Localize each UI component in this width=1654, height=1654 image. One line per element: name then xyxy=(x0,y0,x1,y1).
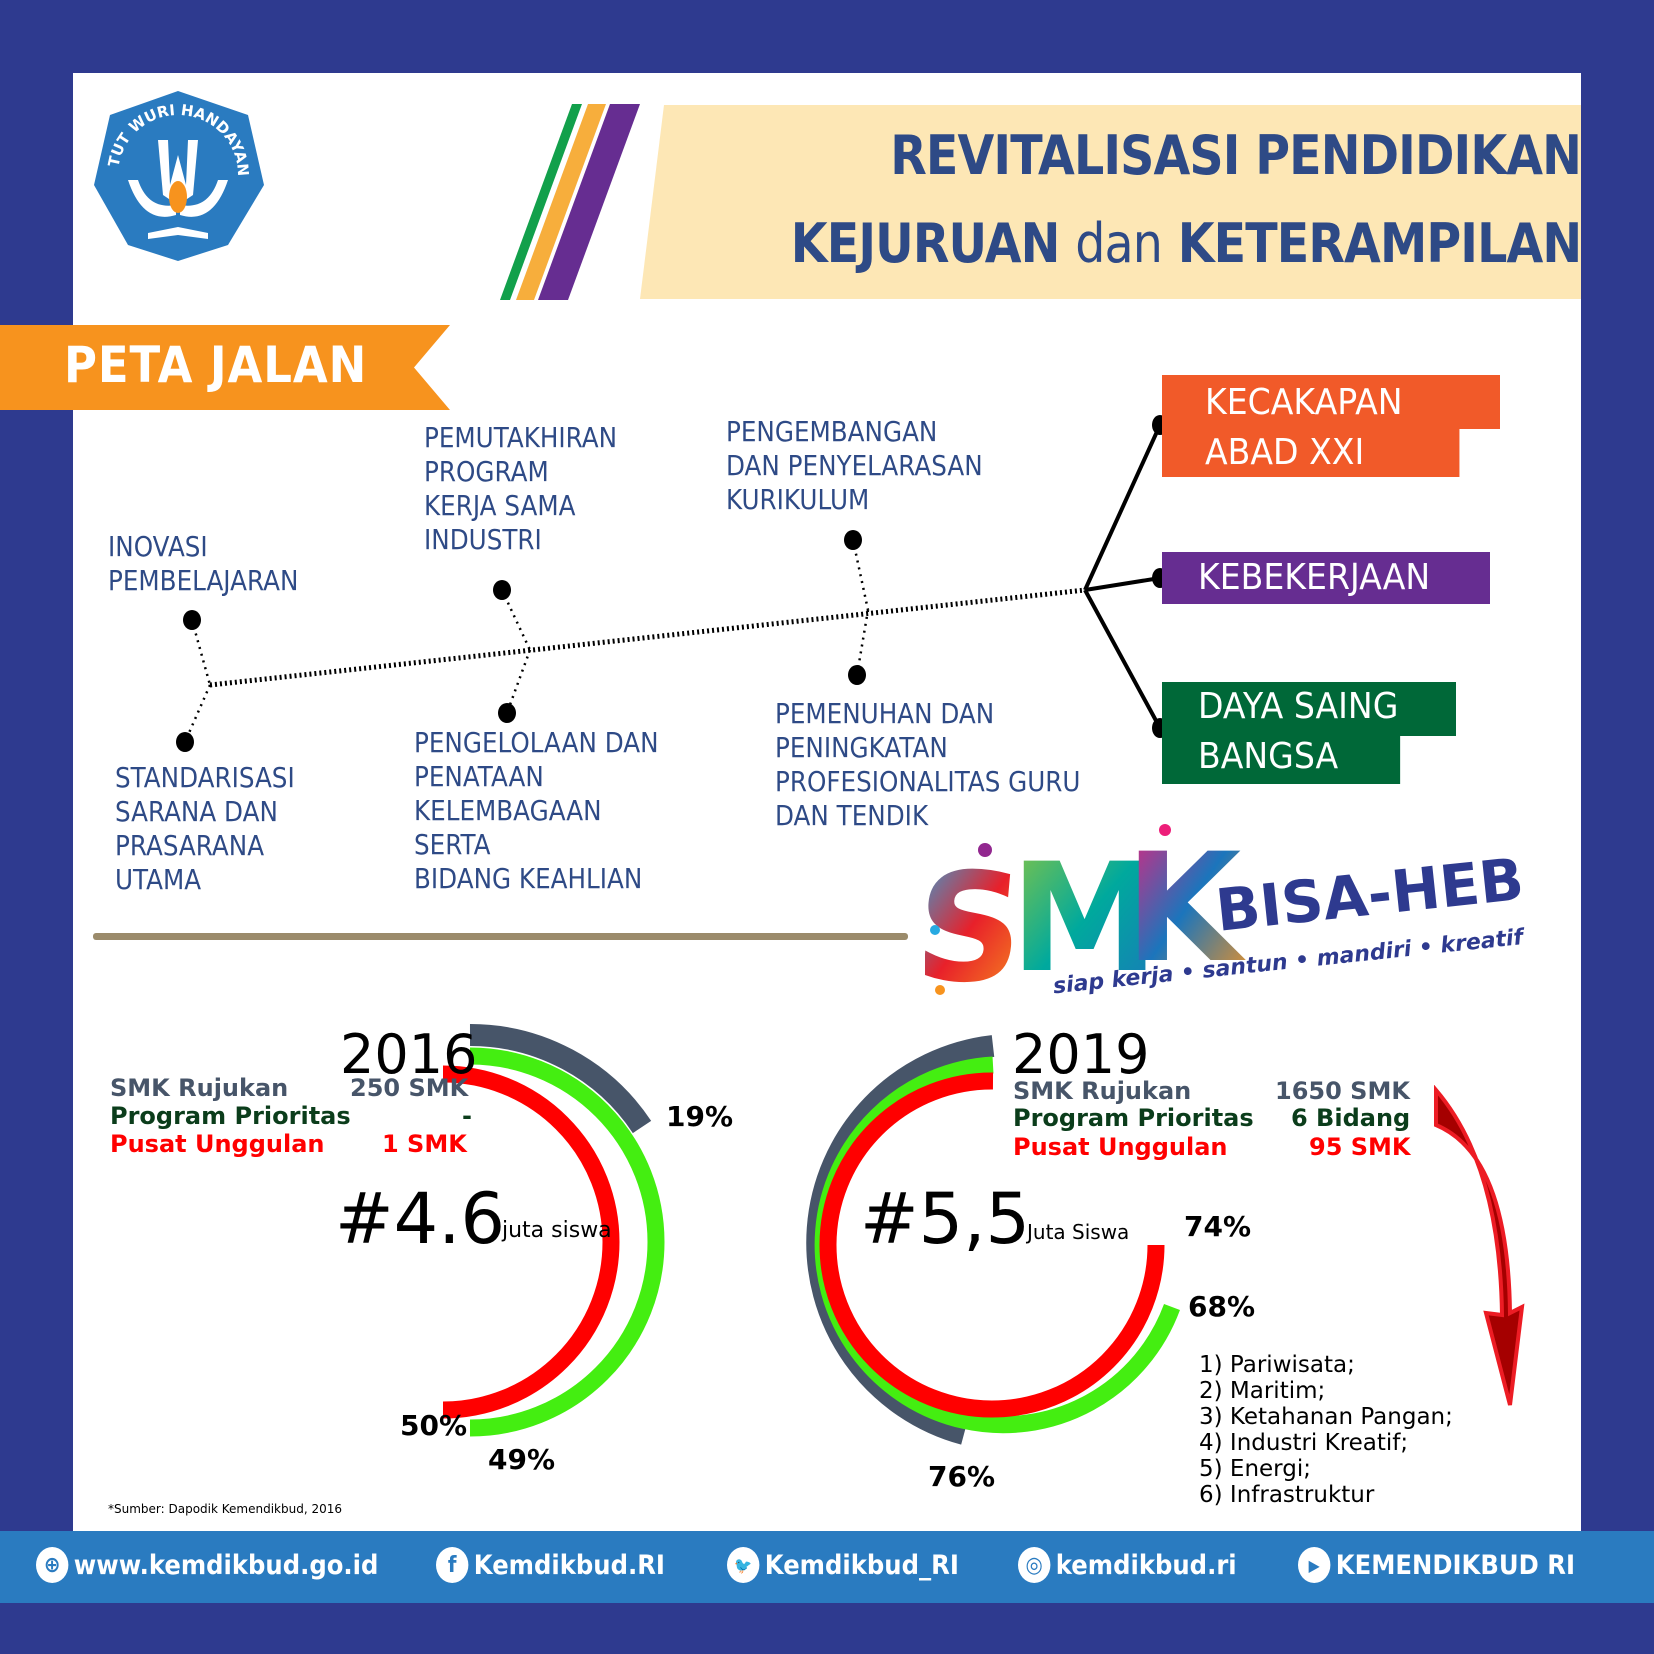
students-2016-unit: juta siswa xyxy=(502,1218,612,1243)
page-title-line1: REVITALISASI PENDIDIKAN xyxy=(890,124,1582,187)
roadmap-item-pemutakhiran: PEMUTAKHIRAN PROGRAM KERJA SAMA INDUSTRI xyxy=(424,421,618,556)
svg-text:K: K xyxy=(1125,822,1246,996)
svg-text:M: M xyxy=(1010,832,1159,1000)
footer-instagram-link[interactable]: ◎ kemdikbud.ri xyxy=(1018,1547,1237,1583)
footer-facebook-link[interactable]: f Kemdikbud.RI xyxy=(436,1547,665,1583)
year-2016: 2016 xyxy=(340,1023,478,1086)
stat-2016-unggulan: Pusat Unggulan 1 SMK xyxy=(110,1130,467,1158)
students-2016-value: #4.6 xyxy=(335,1178,505,1260)
footer-twitter-link[interactable]: 🐦 Kemdikbud_RI xyxy=(727,1547,959,1583)
pct-2016-prioritas: 49% xyxy=(488,1443,556,1476)
priority-fields-list: 1) Pariwisata; 2) Maritim; 3) Ketahanan Pa… xyxy=(1199,1352,1453,1508)
facebook-icon: f xyxy=(436,1547,469,1583)
title-banner xyxy=(640,105,1581,299)
title-word-kejuruan: KEJURUAN xyxy=(790,212,1060,275)
outcome-kecakapan-box xyxy=(1162,375,1500,477)
tut-wuri-handayani-logo: TUT WURI HANDAYANI xyxy=(85,71,268,265)
decorative-stripes xyxy=(500,104,670,300)
chart-2016-rings xyxy=(442,1023,665,1437)
students-2019-value: #5,5 xyxy=(860,1178,1030,1260)
title-word-keterampilan: KETERAMPILAN xyxy=(1177,212,1581,275)
footer-website-link[interactable]: ⊕ www.kemdikbud.go.id xyxy=(36,1547,378,1583)
source-note: *Sumber: Dapodik Kemendikbud, 2016 xyxy=(108,1502,342,1516)
students-2019-unit: Juta Siswa xyxy=(1027,1220,1130,1244)
roadmap-item-profesionalitas: PEMENUHAN DAN PENINGKATAN PROFESIONALITAS … xyxy=(775,697,1081,832)
roadmap-item-pengelolaan: PENGELOLAAN DAN PENATAAN KELEMBAGAAN SERTA B… xyxy=(414,726,659,895)
roadmap-item-kurikulum: PENGEMBANGAN DAN PENYELARASAN KURIKULUM xyxy=(726,415,983,516)
year-2019: 2019 xyxy=(1012,1023,1150,1086)
stat-2016-prioritas: Program Prioritas - xyxy=(110,1102,472,1130)
smk-bisa-hebat-logo: S M K BISA-HEBAT siap kerja • santun • m… xyxy=(908,820,1607,1016)
youtube-icon: ▶ xyxy=(1298,1547,1331,1583)
footer-youtube-link[interactable]: ▶ KEMENDIKBUD RI xyxy=(1298,1547,1575,1583)
outcome-kebekerjaan: KEBEKERJAAN xyxy=(1198,557,1431,598)
stat-2019-prioritas: Program Prioritas 6 Bidang xyxy=(1013,1104,1411,1132)
stat-2019-unggulan: Pusat Unggulan 95 SMK xyxy=(1013,1133,1411,1161)
pct-2019-prioritas: 68% xyxy=(1188,1290,1256,1323)
pct-2019-unggulan: 74% xyxy=(1184,1210,1252,1243)
stat-2016-rujukan: SMK Rujukan 250 SMK xyxy=(110,1074,469,1102)
outcome-daya-saing: DAYA SAING BANGSA xyxy=(1198,686,1399,777)
outcome-kebekerjaan-box xyxy=(1162,552,1490,604)
roadmap-item-standarisasi: STANDARISASI SARANA DAN PRASARANA UTAMA xyxy=(115,761,295,896)
twitter-icon: 🐦 xyxy=(727,1547,760,1583)
section-label: PETA JALAN xyxy=(64,336,368,394)
instagram-icon: ◎ xyxy=(1018,1547,1051,1583)
section-divider xyxy=(93,933,908,940)
section-ribbon xyxy=(0,325,450,410)
title-word-dan: dan xyxy=(1074,212,1163,275)
globe-icon: ⊕ xyxy=(36,1547,69,1583)
page-title-line2: KEJURUAN dan KETERAMPILAN xyxy=(790,212,1581,275)
roadmap-item-inovasi: INOVASI PEMBELAJARAN xyxy=(108,530,299,597)
chart-2019-rings xyxy=(806,1035,1180,1445)
svg-text:S: S xyxy=(925,842,1031,1000)
curved-arrow-icon xyxy=(1434,1085,1525,1406)
pct-2016-unggulan: 50% xyxy=(400,1409,468,1442)
outcome-kecakapan: KECAKAPAN ABAD XXI xyxy=(1205,382,1403,473)
footer-bar xyxy=(0,1531,1654,1603)
slogan-text: BISA-HEBAT xyxy=(1213,836,1525,944)
pct-2016-rujukan: 19% xyxy=(666,1100,734,1133)
pct-2019-rujukan: 76% xyxy=(928,1460,996,1493)
stat-2019-rujukan: SMK Rujukan 1650 SMK xyxy=(1013,1077,1410,1105)
roadmap-diagram xyxy=(176,415,1168,752)
